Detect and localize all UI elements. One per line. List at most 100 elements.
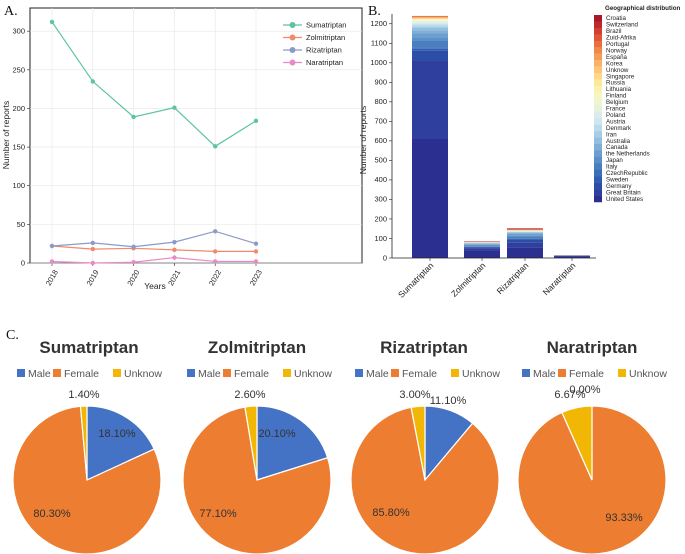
- y-tick-label: 900: [374, 78, 387, 87]
- stacked-bar-chart-panel-b: 0 100 200 300 400 500 600 700 800 900 1000 1100 1200…: [358, 5, 681, 300]
- bar-segment-the-netherlands: [412, 33, 448, 39]
- geo-legend-title: Geographical distribution: [605, 5, 681, 12]
- pie-legend-swatch: [113, 369, 121, 377]
- bar-segment-the-netherlands: [464, 244, 500, 245]
- geo-legend-entry: France: [606, 106, 626, 113]
- geo-legend-swatch: [594, 124, 602, 132]
- geo-legend-swatch: [594, 195, 602, 203]
- pie-legend-swatch: [558, 369, 566, 377]
- geo-legend-swatch: [594, 137, 602, 145]
- data-point-sumatriptan: [90, 79, 96, 84]
- geo-legend-entry: Singapore: [606, 73, 635, 80]
- legend-entry-label: Naratriptan: [306, 58, 343, 67]
- pie-title: Sumatriptan: [39, 338, 138, 357]
- bar-segment-croatia: [507, 228, 543, 229]
- data-point-naratriptan: [172, 255, 177, 260]
- data-point-rizatriptan: [49, 243, 55, 249]
- y-tick-label: 250: [12, 65, 25, 74]
- geo-legend-swatch: [594, 98, 602, 106]
- y-tick-label: 300: [374, 195, 387, 204]
- bar-chart-y-axis-label: Number of reports: [358, 106, 368, 175]
- bar-segment-canada: [464, 243, 500, 245]
- y-tick-label: 1200: [370, 19, 387, 28]
- pie-slice-female: [182, 406, 332, 554]
- geo-legend-entry: Portugal: [606, 41, 629, 48]
- bar-segment-iran: [412, 26, 448, 28]
- legend-entry-label: Zolmitriptan: [306, 33, 345, 42]
- y-tick-label: 150: [12, 143, 25, 152]
- geo-legend-swatch: [594, 144, 602, 151]
- geo-legend-swatch: [594, 163, 602, 170]
- geo-legend-swatch: [594, 79, 602, 87]
- bar-segment-australia: [507, 232, 543, 234]
- x-tick-label: 2019: [85, 268, 101, 287]
- bar-segment-unknow: [507, 229, 543, 231]
- bar-segment-great-britain: [464, 248, 500, 251]
- pie-title: Naratriptan: [547, 338, 638, 357]
- data-point-sumatriptan: [131, 114, 136, 120]
- pie-slice-unknow: [244, 405, 258, 481]
- bar-chart-bars: [412, 15, 590, 258]
- geo-legend-entry: Unknow: [606, 67, 629, 74]
- y-tick-label: 100: [374, 234, 387, 243]
- data-point-sumatriptan: [172, 105, 177, 110]
- geo-legend-entry: Italy: [606, 164, 618, 171]
- geo-legend-swatch: [594, 15, 602, 22]
- line-chart-y-ticks: 0 50 100 150 200 250 300: [12, 27, 30, 268]
- panel-label-a: A.: [4, 4, 18, 19]
- y-tick-label: 100: [12, 181, 25, 190]
- y-tick-label: 800: [374, 97, 387, 106]
- y-tick-label: 50: [17, 220, 25, 229]
- legend-swatch-marker: [289, 59, 296, 66]
- geo-legend-swatch: [594, 27, 602, 35]
- geo-legend-swatch: [594, 150, 602, 158]
- pie-legend-swatch: [187, 369, 195, 377]
- series-line-zolmitriptan: [51, 245, 256, 253]
- data-point-sumatriptan: [253, 118, 259, 124]
- pie-legend-swatch: [355, 369, 363, 377]
- pie-slice-female: [12, 405, 162, 554]
- bar-segment-united-states: [507, 247, 543, 258]
- geo-legend-swatch: [594, 156, 602, 164]
- bar-segment-sweden: [412, 48, 448, 51]
- bar-segment-japan: [412, 38, 448, 41]
- geo-legend: CroatiaSwitzerlandBrazilZuid-AfrikaPortu…: [594, 15, 650, 203]
- data-point-naratriptan: [253, 259, 259, 264]
- bar-segment-finland: [412, 19, 448, 21]
- pie-legend-label: Male: [366, 368, 389, 380]
- bar-chart-x-ticks: Sumatriptan Zolmitriptan Rizatriptan Naratr…: [396, 258, 578, 300]
- geo-legend-entry: Germany: [606, 183, 632, 190]
- x-tick-label: Zolmitriptan: [449, 260, 488, 299]
- y-tick-label: 200: [12, 104, 25, 113]
- geo-legend-swatch: [594, 182, 602, 190]
- bar-segment-belgium: [412, 20, 448, 21]
- pie-legend-swatch: [283, 369, 291, 377]
- bar-segment-sweden: [507, 238, 543, 240]
- bar-segment-united-states: [464, 250, 500, 258]
- pie-legend-swatch: [391, 369, 399, 377]
- data-point-sumatriptan: [213, 144, 218, 149]
- pie-data-label: 3.00%: [399, 389, 430, 401]
- panel-label-c: C.: [6, 328, 19, 343]
- bar-segment-france: [412, 20, 448, 23]
- bar-segment-united-states: [554, 256, 590, 258]
- geo-legend-entry: Finland: [606, 93, 627, 100]
- pie-data-label: 18.10%: [98, 428, 136, 440]
- data-point-rizatriptan: [131, 244, 136, 249]
- data-point-naratriptan: [131, 260, 136, 265]
- bar-segment-canada: [412, 30, 448, 34]
- geo-legend-swatch: [594, 47, 602, 54]
- geo-legend-entry: Iran: [606, 131, 617, 138]
- geo-legend-entry: Belgium: [606, 99, 628, 106]
- x-tick-label: Rizatriptan: [495, 260, 531, 296]
- geo-legend-entry: CzechRepublic: [606, 170, 648, 177]
- geo-legend-swatch: [594, 118, 602, 125]
- bar-segment-denmark: [412, 24, 448, 27]
- pie-data-label: 85.80%: [372, 507, 410, 519]
- pie-legend-label: Unknow: [124, 368, 162, 380]
- line-chart-y-axis-label: Number of reports: [1, 101, 11, 170]
- pie-data-label: 80.30%: [33, 508, 71, 520]
- legend-entry-label: Rizatriptan: [306, 46, 342, 55]
- series-line-sumatriptan: [51, 21, 257, 148]
- geo-legend-entry: España: [606, 54, 628, 61]
